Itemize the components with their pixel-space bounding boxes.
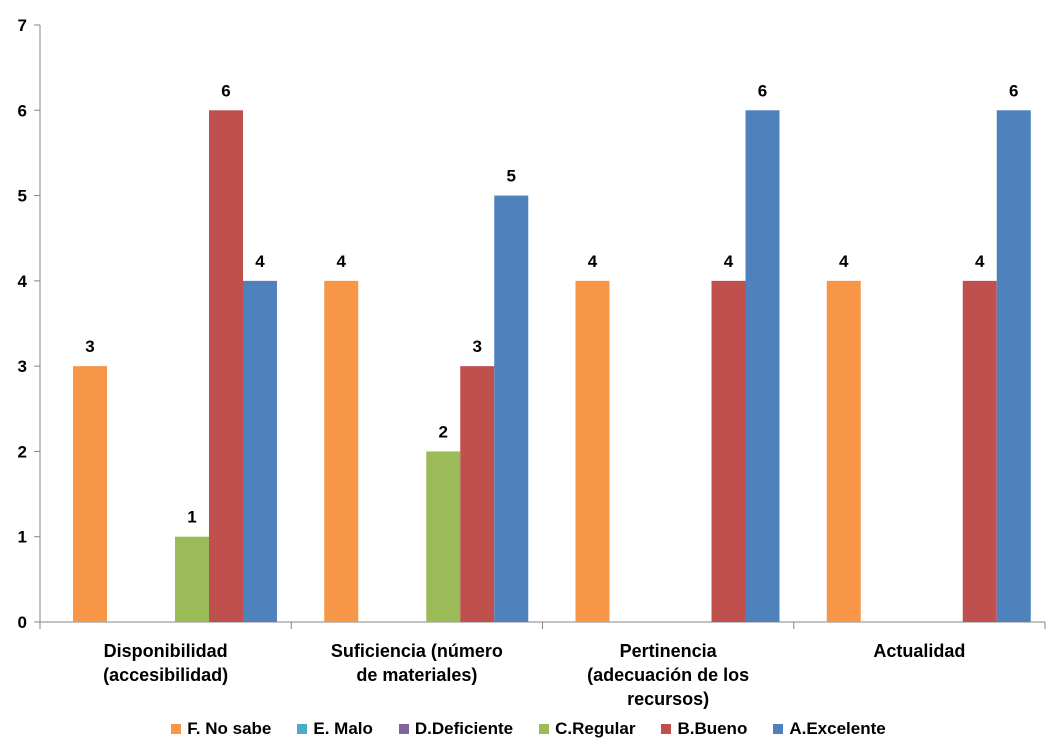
bar	[575, 280, 610, 622]
bars	[73, 110, 1031, 623]
data-label: 2	[439, 422, 448, 441]
legend-label: B.Bueno	[677, 719, 748, 738]
data-label: 4	[337, 252, 347, 271]
legend-swatch	[171, 724, 182, 734]
data-label: 4	[839, 252, 849, 271]
bar	[826, 280, 861, 622]
legend: F. No sabe E. Malo D.Deficiente C.Regular B.…	[0, 716, 1057, 742]
bar	[996, 110, 1031, 623]
bar	[175, 536, 209, 622]
data-label: 1	[187, 508, 196, 527]
x-category-label: Disponibilidad	[104, 641, 228, 661]
bar	[324, 280, 359, 622]
y-tick-label: 4	[18, 272, 28, 291]
legend-label: A.Excelente	[789, 719, 886, 738]
x-category-label: Pertinencia	[620, 641, 718, 661]
data-label: 4	[588, 252, 598, 271]
legend-label: E. Malo	[313, 719, 373, 738]
category-labels: Disponibilidad (accesibilidad) Suficiencia…	[103, 641, 965, 709]
bar	[745, 110, 780, 623]
bar	[962, 280, 997, 622]
x-category-label: Suficiencia (número	[331, 641, 503, 661]
legend-label: C.Regular	[555, 719, 636, 738]
legend-item: F. No sabe	[171, 719, 271, 739]
bar	[426, 451, 461, 622]
data-label: 6	[1009, 81, 1018, 100]
x-category-label: (accesibilidad)	[103, 665, 228, 685]
data-label: 4	[724, 252, 734, 271]
x-category-label: recursos)	[627, 689, 709, 709]
bar	[494, 195, 529, 623]
y-tick-label: 5	[18, 187, 27, 206]
bar	[243, 280, 277, 622]
y-tick-label: 1	[18, 528, 27, 547]
bar	[460, 366, 495, 622]
axes: 0 1 2 3 4 5 6 7	[18, 16, 1046, 632]
x-category-label: (adecuación de los	[587, 665, 749, 685]
y-tick-label: 6	[18, 101, 27, 120]
data-label: 6	[221, 81, 230, 100]
legend-label: D.Deficiente	[414, 719, 514, 738]
data-label: 5	[507, 167, 516, 186]
y-tick-label: 2	[18, 442, 27, 461]
x-category-label: Actualidad	[873, 641, 965, 661]
bar	[73, 366, 107, 622]
legend-item: C.Regular	[539, 719, 635, 739]
legend-label: F. No sabe	[187, 719, 272, 738]
data-label: 4	[975, 252, 985, 271]
bar	[711, 280, 746, 622]
legend-item: B.Bueno	[661, 719, 747, 739]
data-label: 6	[758, 81, 767, 100]
legend-swatch	[297, 724, 308, 734]
data-labels: 3 4 4 4 1 2 6 3 4 4 4 5 6 6	[85, 81, 1018, 526]
legend-item: A.Excelente	[773, 719, 886, 739]
data-label: 3	[473, 337, 482, 356]
data-label: 4	[255, 252, 265, 271]
y-tick-label: 7	[18, 16, 27, 35]
legend-swatch	[539, 724, 550, 734]
legend-item: E. Malo	[297, 719, 373, 739]
data-label: 3	[85, 337, 94, 356]
y-tick-label: 0	[18, 613, 27, 632]
bar	[209, 110, 243, 623]
x-category-label: de materiales)	[356, 665, 477, 685]
legend-swatch	[661, 724, 672, 734]
legend-swatch	[773, 724, 784, 734]
bar-chart: 0 1 2 3 4 5 6 7 3 4 4 4 1 2 6 3 4 4 4 5 6 6 Disponibilidad (a…	[18, 16, 1046, 709]
legend-swatch	[398, 724, 409, 734]
y-tick-label: 3	[18, 357, 27, 376]
legend-item: D.Deficiente	[398, 719, 514, 739]
